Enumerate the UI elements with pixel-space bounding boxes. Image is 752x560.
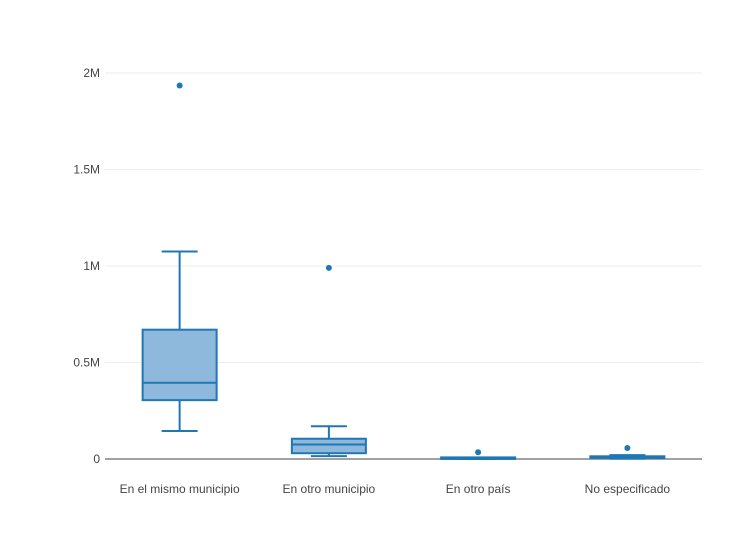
- axis-layer: 0 0.5M 1M 1.5M 2M En el mismo municipio En otr…: [73, 66, 702, 496]
- y-tick-label: 2M: [83, 66, 100, 80]
- y-tick-label: 1M: [83, 259, 100, 273]
- outlier-point[interactable]: [475, 449, 482, 456]
- y-tick-label: 0.5M: [73, 356, 100, 370]
- iqr-box: [290, 437, 367, 455]
- outlier-point[interactable]: [624, 444, 631, 451]
- y-tick-label: 0: [93, 452, 100, 466]
- x-tick-label: En el mismo municipio: [120, 482, 240, 496]
- box-layer: [141, 82, 666, 460]
- x-tick-label: No especificado: [585, 482, 671, 496]
- outlier-point[interactable]: [176, 82, 183, 89]
- grid-layer: [105, 72, 702, 363]
- x-tick-label: En otro país: [446, 482, 511, 496]
- outlier-point[interactable]: [325, 264, 332, 271]
- y-tick-label: 1.5M: [73, 163, 100, 177]
- iqr-box: [141, 328, 218, 402]
- box-trace[interactable]: [589, 444, 666, 460]
- box-trace[interactable]: [290, 264, 367, 458]
- box-trace[interactable]: [141, 82, 218, 433]
- x-tick-label: En otro municipio: [283, 482, 376, 496]
- box-trace[interactable]: [440, 449, 517, 460]
